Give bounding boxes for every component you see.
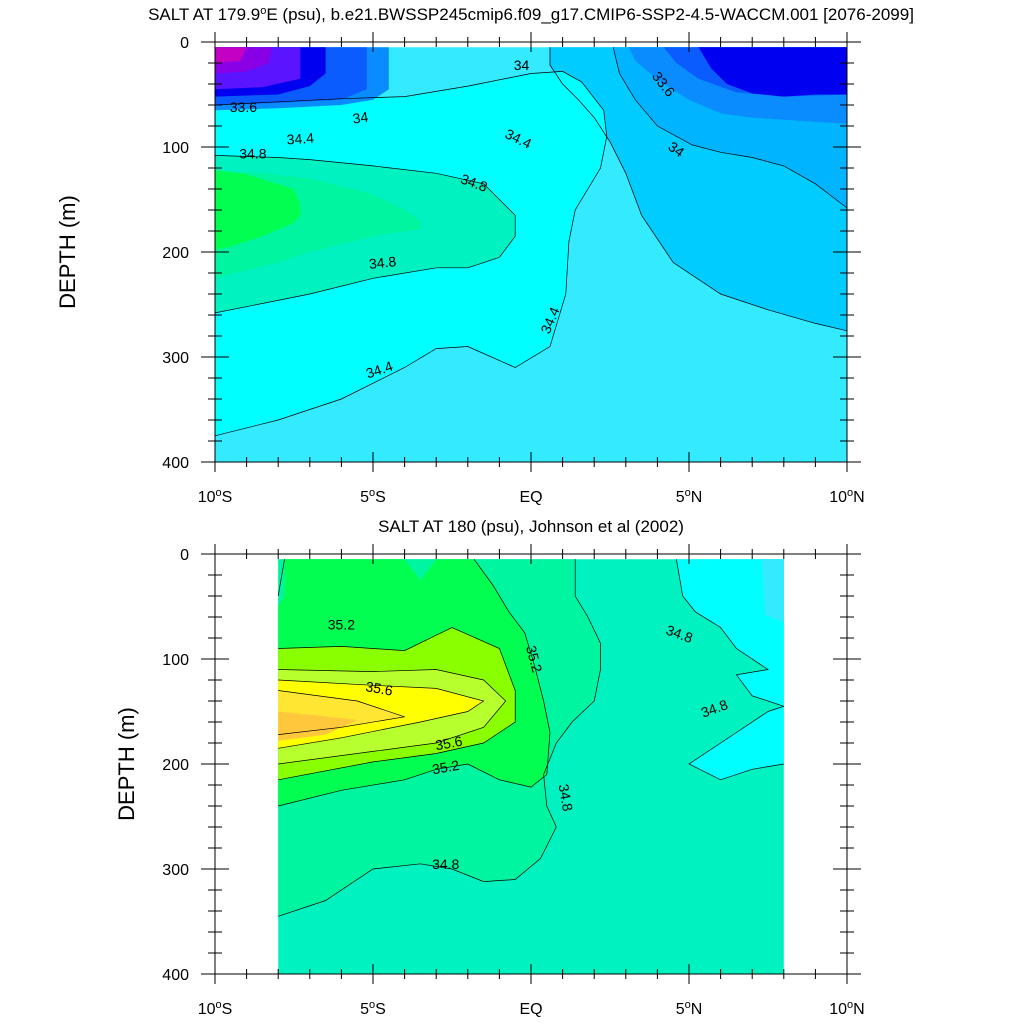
bot-x-tick-label-3: 5oN	[676, 999, 703, 1018]
bottom-contour-lines	[277, 559, 784, 917]
bot-contour-line-1	[688, 705, 784, 781]
bottom-y-axis-label: DEPTH (m)	[114, 707, 139, 821]
bot-y-tick-label-1: 100	[162, 652, 189, 669]
bottom-contour-plot: SALT AT 180 (psu), Johnson et al (2002) …	[114, 517, 865, 1018]
bot-contour-line-0	[676, 559, 784, 707]
top-y-tick-label-0: 0	[180, 35, 189, 52]
top-y-tick-label-2: 200	[162, 245, 189, 262]
bot-y-tick-label-3: 300	[162, 862, 189, 879]
bot-contour-line-6	[278, 669, 507, 765]
top-contour-label-1: 34	[352, 109, 370, 127]
top-contour-region-9	[215, 170, 301, 250]
bot-contour-region-2	[761, 559, 784, 623]
top-y-tick-label-3: 300	[162, 350, 189, 367]
bot-y-tick-label-0: 0	[180, 547, 189, 564]
top-filled-contours	[215, 47, 847, 462]
bottom-plot-title: SALT AT 180 (psu), Johnson et al (2002)	[378, 517, 684, 536]
top-contour-line-1	[215, 155, 516, 314]
bottom-filled-contours	[278, 559, 784, 974]
top-contour-label-9: 34.8	[368, 253, 397, 272]
top-plot-title: SALT AT 179.9oE (psu), b.e21.BWSSP245cmi…	[148, 5, 914, 24]
bot-contour-label-2: 35.2	[523, 644, 546, 675]
top-contour-lines	[215, 47, 847, 437]
top-x-tick-label-3: 5oN	[676, 487, 703, 506]
bot-x-tick-label-0: 10oS	[198, 999, 233, 1018]
bot-x-tick-label-1: 5oS	[360, 999, 386, 1018]
bot-contour-line-8	[278, 690, 405, 735]
bot-contour-label-8: 34.8	[432, 856, 459, 872]
bot-y-tick-label-4: 400	[162, 967, 189, 984]
bot-contour-label-0: 35.2	[328, 616, 355, 632]
top-x-tick-label-2: EQ	[519, 489, 542, 506]
top-x-tick-label-4: 10oN	[829, 487, 864, 506]
top-contour-region-5	[698, 47, 847, 97]
top-y-tick-label-4: 400	[162, 455, 189, 472]
top-contour-label-3: 34.8	[239, 145, 266, 161]
bot-contour-line-5	[278, 627, 516, 781]
bot-contour-label-5: 35.6	[434, 733, 464, 754]
bot-contour-line-3	[277, 559, 285, 597]
top-x-tick-label-0: 10oS	[198, 487, 233, 506]
bot-y-tick-label-2: 200	[162, 757, 189, 774]
bot-contour-line-2	[278, 559, 601, 917]
top-contour-region-15	[215, 47, 247, 63]
bot-contour-label-1: 35.6	[364, 678, 394, 699]
bot-contour-label-7: 34.8	[556, 783, 577, 813]
bot-contour-label-6: 35.2	[431, 757, 461, 778]
bot-contour-region-1	[676, 559, 784, 780]
bot-contour-line-7	[278, 679, 485, 749]
top-contour-label-4: 34	[514, 57, 530, 73]
top-contour-label-0: 33.6	[230, 99, 257, 115]
top-contour-line-0	[215, 71, 608, 437]
top-contour-label-2: 34.4	[286, 130, 315, 148]
bot-x-tick-label-4: 10oN	[829, 999, 864, 1018]
bottom-axes: 10oS 5oS EQ 5oN 10oN 0 100 200 300 400	[162, 544, 865, 1018]
top-contour-plot: SALT AT 179.9oE (psu), b.e21.BWSSP245cmi…	[55, 5, 914, 506]
top-y-tick-label-1: 100	[162, 140, 189, 157]
top-x-tick-label-1: 5oS	[360, 487, 386, 506]
bot-x-tick-label-2: EQ	[519, 1001, 542, 1018]
top-y-axis-label: DEPTH (m)	[55, 195, 80, 309]
bot-contour-line-4	[278, 559, 551, 807]
top-contour-line-3	[612, 47, 847, 209]
top-contour-line-2	[549, 47, 847, 332]
top-axes: 10oS 5oS EQ 5oN 10oN 0 100 200 300 400	[162, 32, 865, 506]
bot-contour-region-9	[278, 711, 358, 741]
